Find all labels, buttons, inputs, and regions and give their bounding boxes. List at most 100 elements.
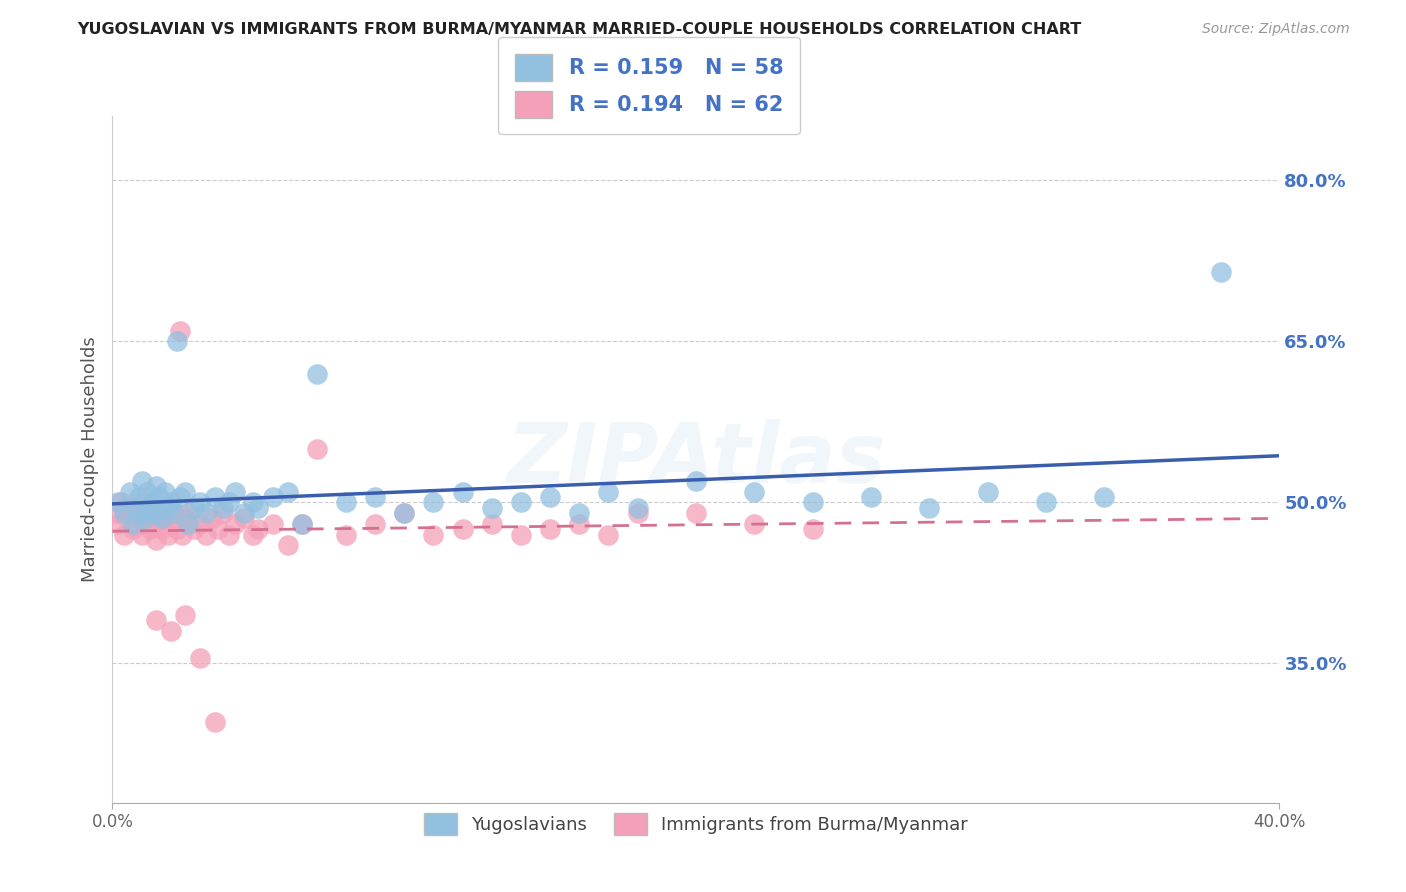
Point xyxy=(160,624,183,639)
Point xyxy=(177,506,200,520)
Point xyxy=(224,484,246,499)
Point xyxy=(364,516,387,531)
Point xyxy=(627,500,650,515)
Point xyxy=(160,516,183,531)
Point xyxy=(262,516,284,531)
Point xyxy=(153,511,176,525)
Point xyxy=(136,484,159,499)
Point xyxy=(150,511,173,525)
Point xyxy=(145,506,167,520)
Point xyxy=(481,500,503,515)
Point xyxy=(742,484,765,499)
Point xyxy=(218,527,240,541)
Point xyxy=(276,484,298,499)
Point xyxy=(481,516,503,531)
Point xyxy=(247,500,270,515)
Point xyxy=(1035,495,1057,509)
Point xyxy=(224,516,246,531)
Point xyxy=(204,715,226,730)
Point xyxy=(112,527,135,541)
Point xyxy=(451,522,474,536)
Point xyxy=(509,495,531,509)
Point xyxy=(131,506,153,520)
Point xyxy=(627,506,650,520)
Point xyxy=(188,495,211,509)
Point xyxy=(232,511,254,525)
Point xyxy=(860,490,883,504)
Point xyxy=(291,516,314,531)
Point xyxy=(212,500,235,515)
Point xyxy=(194,506,217,520)
Point xyxy=(685,474,707,488)
Point xyxy=(422,495,444,509)
Point xyxy=(118,484,141,499)
Point xyxy=(148,506,170,520)
Point xyxy=(142,500,165,515)
Point xyxy=(148,490,170,504)
Point xyxy=(335,527,357,541)
Point xyxy=(131,474,153,488)
Point xyxy=(156,527,179,541)
Point xyxy=(276,538,298,552)
Point xyxy=(598,527,620,541)
Point xyxy=(150,522,173,536)
Point xyxy=(104,506,127,520)
Point xyxy=(801,495,824,509)
Point xyxy=(145,479,167,493)
Point xyxy=(160,495,183,509)
Point xyxy=(918,500,941,515)
Point xyxy=(174,607,197,622)
Point xyxy=(1209,264,1232,278)
Point xyxy=(232,506,254,520)
Point xyxy=(394,506,416,520)
Point xyxy=(1094,490,1116,504)
Point xyxy=(976,484,998,499)
Point xyxy=(242,495,264,509)
Point xyxy=(112,506,135,520)
Point xyxy=(169,324,191,338)
Point xyxy=(538,490,561,504)
Point xyxy=(166,522,188,536)
Point xyxy=(139,500,162,515)
Point xyxy=(131,495,153,509)
Point xyxy=(172,527,194,541)
Point xyxy=(142,495,165,509)
Point xyxy=(145,516,167,531)
Point xyxy=(364,490,387,504)
Point xyxy=(538,522,561,536)
Point xyxy=(131,527,153,541)
Point xyxy=(107,516,129,531)
Point xyxy=(107,495,129,509)
Point xyxy=(125,500,148,515)
Point xyxy=(685,506,707,520)
Point xyxy=(139,522,162,536)
Point xyxy=(134,511,156,525)
Point xyxy=(128,490,150,504)
Point xyxy=(242,527,264,541)
Point xyxy=(163,506,186,520)
Point xyxy=(169,490,191,504)
Point xyxy=(218,495,240,509)
Point xyxy=(305,367,328,381)
Point xyxy=(194,527,217,541)
Point xyxy=(183,522,205,536)
Point xyxy=(118,500,141,515)
Point xyxy=(177,516,200,531)
Point xyxy=(156,500,179,515)
Point xyxy=(262,490,284,504)
Point xyxy=(166,334,188,349)
Point xyxy=(509,527,531,541)
Text: ZIPAtlas: ZIPAtlas xyxy=(506,419,886,500)
Point xyxy=(451,484,474,499)
Point xyxy=(188,516,211,531)
Point xyxy=(188,651,211,665)
Point xyxy=(174,511,197,525)
Point xyxy=(145,533,167,547)
Point xyxy=(128,511,150,525)
Point xyxy=(122,522,145,536)
Point xyxy=(145,613,167,627)
Point xyxy=(153,484,176,499)
Point xyxy=(122,516,145,531)
Point xyxy=(110,495,132,509)
Point xyxy=(204,490,226,504)
